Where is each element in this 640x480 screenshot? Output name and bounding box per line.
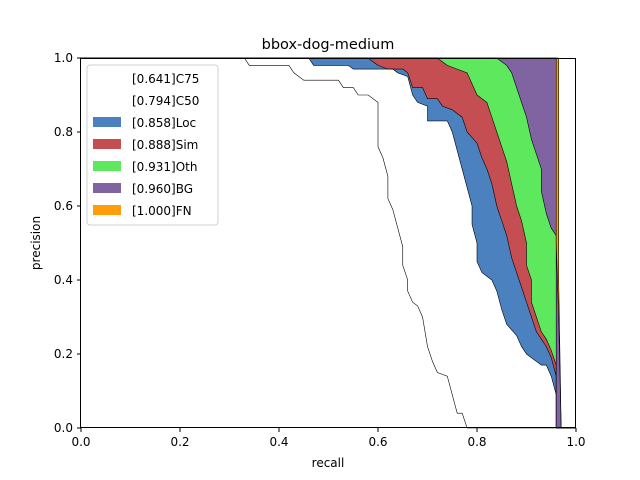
y-tick-label: 0.0 <box>54 421 73 435</box>
chart-title: bbox-dog-medium <box>262 37 395 53</box>
legend-swatch-c50 <box>93 95 121 105</box>
line-c75 <box>81 57 576 429</box>
legend-swatch-fn <box>93 205 121 215</box>
y-tick-label: 0.8 <box>54 125 73 139</box>
legend-label-sim: [0.888]Sim <box>132 138 198 152</box>
legend-swatch-oth <box>93 161 121 171</box>
line-c50 <box>81 57 576 429</box>
x-tick-label: 0.0 <box>71 435 90 449</box>
legend-label-loc: [0.858]Loc <box>132 116 196 130</box>
x-tick-label: 0.4 <box>269 435 288 449</box>
y-tick-label: 0.2 <box>54 347 73 361</box>
x-axis-ticks: 0.0 0.2 0.4 0.6 0.8 1.0 <box>71 428 586 449</box>
legend-swatch-loc <box>93 117 121 127</box>
line-loc <box>81 57 576 429</box>
legend: [0.641]C75 [0.794]C50 [0.858]Loc [0.888]Sim… <box>86 64 219 226</box>
legend-label-c50: [0.794]C50 <box>132 94 199 108</box>
x-tick-label: 0.2 <box>170 435 189 449</box>
y-tick-label: 1.0 <box>54 51 73 65</box>
line-oth <box>81 57 576 429</box>
y-axis-label: precision <box>29 216 43 270</box>
plot-frame <box>80 58 576 428</box>
legend-swatch-sim <box>93 139 121 149</box>
x-tick-label: 0.8 <box>467 435 486 449</box>
area-bg <box>81 58 576 428</box>
legend-label-fn: [1.000]FN <box>132 204 192 218</box>
x-axis-label: recall <box>312 456 345 470</box>
y-tick-label: 0.6 <box>54 199 73 213</box>
legend-label-c75: [0.641]C75 <box>132 72 199 86</box>
legend-label-oth: [0.931]Oth <box>132 160 197 174</box>
y-axis-ticks: 0.0 0.2 0.4 0.6 0.8 1.0 <box>54 51 81 435</box>
area-c50 <box>81 58 576 428</box>
y-tick-label: 0.4 <box>54 273 73 287</box>
legend-label-bg: [0.960]BG <box>132 182 193 196</box>
x-tick-label: 0.6 <box>368 435 387 449</box>
line-sim <box>81 57 576 429</box>
x-tick-label: 1.0 <box>566 435 585 449</box>
legend-swatch-c75 <box>93 73 121 83</box>
legend-swatch-bg <box>93 183 121 193</box>
